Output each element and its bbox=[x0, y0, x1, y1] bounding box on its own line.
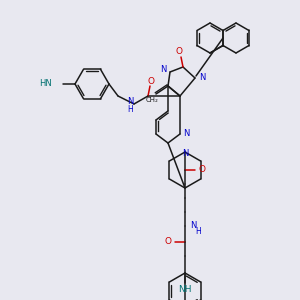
Text: O: O bbox=[148, 76, 154, 85]
Text: N: N bbox=[127, 98, 133, 106]
Text: N: N bbox=[160, 65, 166, 74]
Text: N: N bbox=[182, 148, 188, 158]
Text: HN: HN bbox=[39, 80, 51, 88]
Text: O: O bbox=[164, 238, 172, 247]
Text: N: N bbox=[199, 74, 205, 82]
Text: O: O bbox=[199, 166, 206, 175]
Text: O: O bbox=[176, 47, 182, 56]
Text: H: H bbox=[127, 104, 133, 113]
Text: CH₂: CH₂ bbox=[146, 97, 158, 103]
Text: N: N bbox=[190, 221, 196, 230]
Text: N: N bbox=[183, 130, 189, 139]
Text: NH: NH bbox=[178, 286, 192, 295]
Text: H: H bbox=[195, 227, 201, 236]
